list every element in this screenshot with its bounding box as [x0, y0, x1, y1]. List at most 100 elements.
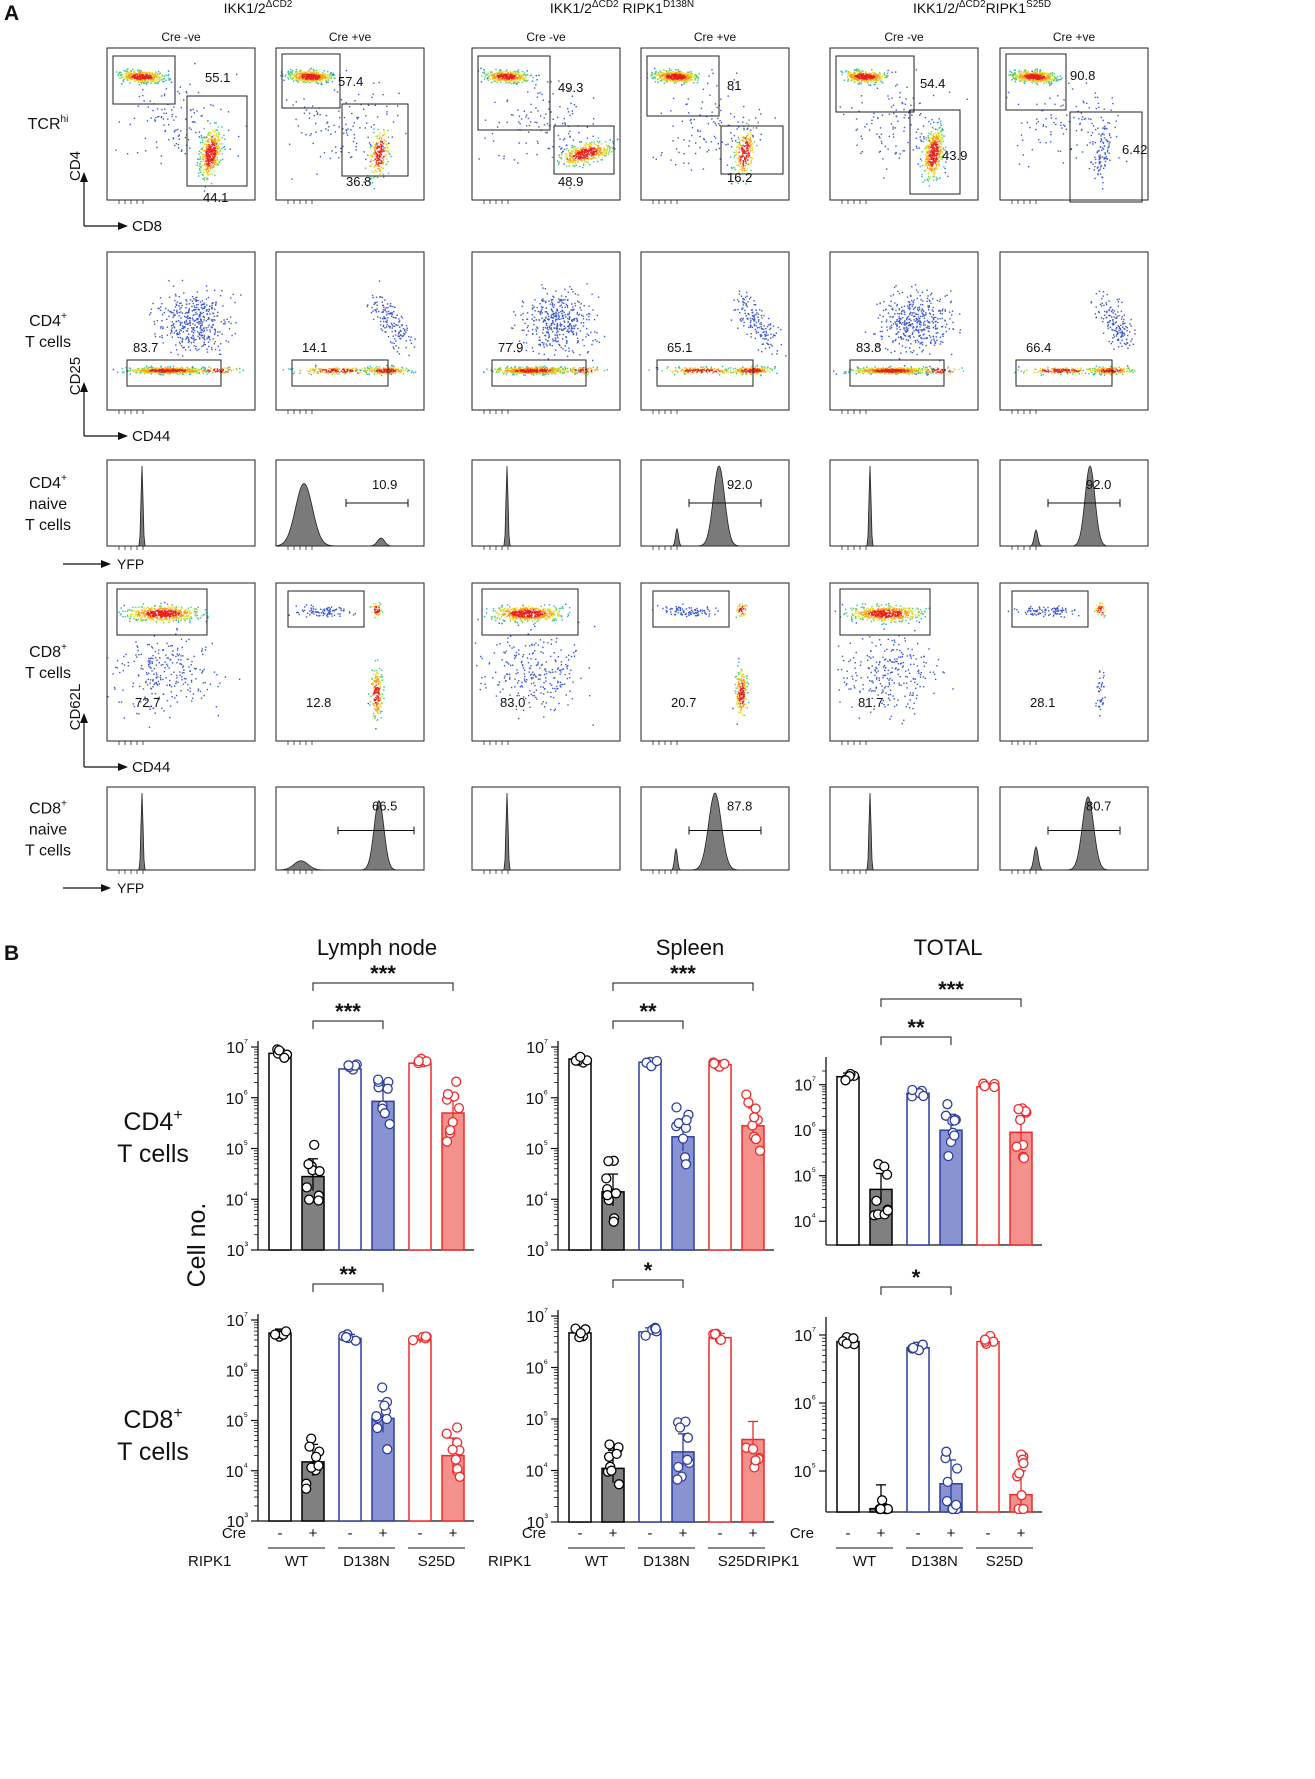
- scatter-point: [692, 76, 694, 78]
- scatter-point: [317, 73, 319, 76]
- scatter-point: [550, 111, 552, 113]
- scatter-point: [587, 153, 589, 155]
- scatter-point: [587, 161, 589, 164]
- scatter-point: [487, 72, 489, 75]
- scatter-point: [130, 70, 132, 72]
- scatter-point: [944, 167, 946, 170]
- scatter-point: [1050, 73, 1053, 75]
- scatter-point: [499, 69, 501, 71]
- scatter-point: [933, 141, 935, 143]
- scatter-point: [600, 154, 602, 156]
- scatter-point: [126, 74, 128, 76]
- scatter-point: [745, 183, 747, 185]
- scatter-point: [583, 148, 585, 151]
- scatter-point: [510, 73, 512, 75]
- scatter-point: [198, 153, 200, 155]
- scatter-point: [742, 164, 745, 167]
- scatter-point: [736, 141, 738, 144]
- scatter-point: [738, 155, 741, 157]
- scatter-point: [735, 164, 738, 166]
- scatter-point: [685, 76, 688, 79]
- scatter-point: [1035, 72, 1037, 75]
- scatter-point: [932, 139, 934, 142]
- scatter-point: [497, 71, 499, 73]
- scatter-point: [519, 123, 521, 125]
- scatter-point: [493, 75, 496, 78]
- scatter-point: [939, 138, 942, 141]
- scatter-point: [888, 113, 891, 115]
- scatter-point: [138, 72, 140, 75]
- scatter-point: [740, 147, 743, 149]
- scatter-point: [153, 73, 155, 75]
- scatter-point: [926, 161, 928, 163]
- scatter-point: [315, 71, 318, 73]
- scatter-point: [136, 152, 139, 154]
- scatter-point: [686, 77, 688, 79]
- scatter-point: [940, 145, 942, 148]
- dot-layer: [115, 62, 248, 192]
- scatter-point: [200, 160, 202, 163]
- scatter-point: [871, 122, 873, 125]
- scatter-point: [309, 78, 312, 80]
- scatter-point: [314, 76, 316, 78]
- scatter-point: [212, 157, 214, 160]
- scatter-point: [212, 162, 214, 165]
- scatter-point: [853, 74, 855, 76]
- scatter-point: [657, 72, 660, 74]
- scatter-point: [380, 150, 382, 152]
- scatter-point: [693, 82, 695, 84]
- scatter-point: [915, 131, 918, 133]
- scatter-point: [928, 171, 930, 174]
- scatter-point: [340, 147, 342, 150]
- scatter-point: [210, 172, 212, 175]
- scatter-point: [370, 155, 372, 158]
- scatter-point: [383, 139, 385, 141]
- scatter-point: [137, 77, 139, 80]
- scatter-point: [936, 141, 939, 143]
- scatter-point: [305, 75, 307, 77]
- scatter-point: [498, 74, 501, 77]
- scatter-point: [1034, 75, 1036, 77]
- scatter-point: [587, 150, 589, 152]
- scatter-point: [382, 135, 384, 137]
- scatter-point: [141, 73, 143, 76]
- scatter-point: [1053, 73, 1055, 75]
- scatter-point: [685, 81, 687, 84]
- scatter-point: [502, 71, 504, 73]
- scatter-point: [851, 107, 853, 109]
- scatter-point: [1011, 79, 1013, 81]
- scatter-point: [742, 166, 745, 168]
- scatter-point: [507, 78, 509, 81]
- scatter-point: [575, 152, 577, 154]
- scatter-point: [849, 75, 852, 78]
- scatter-point: [747, 145, 749, 148]
- scatter-point: [875, 73, 877, 75]
- scatter-point: [729, 156, 732, 158]
- scatter-point: [742, 121, 744, 123]
- scatter-point: [1035, 79, 1037, 81]
- scatter-point: [874, 74, 876, 76]
- scatter-point: [591, 158, 593, 160]
- scatter-point: [571, 146, 573, 149]
- scatter-point: [348, 151, 350, 154]
- scatter-point: [750, 145, 752, 147]
- scatter-point: [1014, 74, 1016, 77]
- scatter-point: [1022, 77, 1024, 80]
- scatter-point: [172, 138, 175, 140]
- scatter-point: [398, 92, 400, 95]
- scatter-point: [937, 151, 939, 153]
- scatter-point: [607, 147, 609, 150]
- scatter-point: [177, 90, 179, 93]
- scatter-point: [737, 151, 739, 154]
- scatter-point: [923, 136, 925, 138]
- scatter-point: [389, 153, 391, 155]
- cre-header: Cre -ve: [884, 30, 924, 44]
- scatter-point: [379, 162, 381, 165]
- scatter-point: [212, 160, 214, 162]
- scatter-point: [581, 160, 583, 162]
- scatter-point: [746, 134, 748, 137]
- scatter-point: [351, 156, 353, 158]
- scatter-point: [920, 133, 923, 135]
- scatter-point: [548, 125, 550, 127]
- scatter-point: [506, 70, 508, 73]
